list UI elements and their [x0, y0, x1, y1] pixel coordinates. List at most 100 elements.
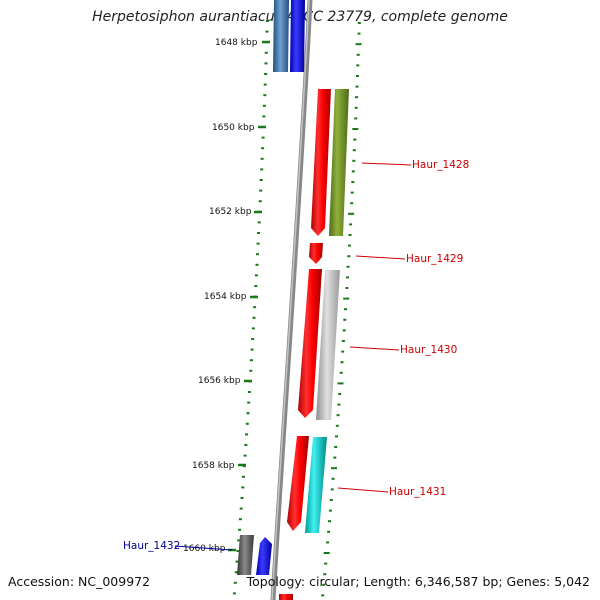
ruler-minor-tick — [238, 518, 242, 521]
ruler-minor-tick — [235, 560, 239, 563]
outer-tick — [321, 594, 325, 597]
ruler-minor-tick — [257, 232, 261, 234]
outer-track — [321, 22, 362, 597]
ruler-minor-tick — [258, 200, 262, 203]
ruler-minor-tick — [238, 528, 242, 531]
ruler-minor-tick — [245, 433, 248, 436]
ruler-minor-tick — [256, 242, 260, 245]
outer-tick — [324, 562, 328, 565]
outer-tick — [355, 85, 359, 88]
ruler-minor-tick — [255, 263, 259, 266]
gene-feature-steel[interactable] — [273, 0, 289, 72]
genome-backbone — [270, 0, 313, 600]
ruler-minor-tick — [247, 391, 251, 393]
ruler-minor-tick — [246, 412, 250, 415]
ruler-minor-tick — [263, 83, 267, 86]
outer-tick — [343, 318, 347, 321]
genome-backbone-highlight — [271, 0, 310, 600]
ruler-minor-tick — [256, 253, 259, 256]
outer-tick — [343, 297, 350, 300]
outer-tick — [335, 435, 338, 438]
ruler-tick-label: 1654 kbp — [204, 292, 247, 302]
outer-tick — [351, 181, 355, 183]
ruler-minor-tick — [244, 444, 248, 446]
outer-tick — [334, 446, 338, 448]
ruler-minor-tick — [251, 338, 255, 340]
ruler-minor-tick — [232, 592, 236, 595]
outer-tick — [350, 191, 354, 194]
gene-feature-dark[interactable] — [237, 535, 254, 575]
outer-tick — [354, 106, 358, 109]
ruler-minor-tick — [237, 539, 241, 542]
outer-tick — [357, 22, 361, 24]
ruler-minor-tick — [250, 348, 254, 351]
gene-feature-haur-1430[interactable] — [298, 269, 322, 418]
outer-tick — [323, 552, 330, 554]
gene-labels: Haur_1428 Haur_1429 Haur_1430 Haur_1431 … — [123, 159, 469, 552]
ruler-minor-tick — [233, 581, 237, 584]
gene-label-haur-1431[interactable]: Haur_1431 — [389, 486, 446, 498]
outer-tick — [355, 75, 359, 77]
outer-tick — [330, 488, 334, 491]
ruler-minor-tick — [259, 189, 263, 192]
outer-tick — [346, 276, 349, 279]
ruler-minor-tick — [252, 316, 256, 319]
outer-tick — [322, 583, 326, 586]
outer-tick — [348, 212, 355, 215]
outer-tick — [338, 393, 342, 395]
ruler-minor-tick — [245, 422, 249, 425]
gene-feature-haur-1429[interactable] — [309, 243, 323, 264]
ruler-minor-tick — [254, 285, 258, 287]
outer-tick — [346, 265, 350, 268]
outer-tick — [341, 350, 345, 353]
outer-tick — [352, 149, 356, 152]
accession-text: Accession: NC_009972 — [8, 574, 151, 589]
outer-tick — [345, 287, 349, 289]
ruler-minor-tick — [262, 115, 266, 118]
ruler-tick-label: 1660 kbp — [183, 544, 226, 554]
ruler-minor-tick — [264, 51, 268, 54]
outer-tick — [355, 96, 359, 99]
gene-feature-olive[interactable] — [329, 89, 349, 236]
ruler-tick-label: 1658 kbp — [192, 461, 235, 471]
gene-label-haur-1432[interactable]: Haur_1432 — [123, 540, 180, 552]
gene-feature-haur-1432[interactable] — [256, 537, 272, 575]
ruler-minor-tick — [265, 20, 269, 22]
gene-feature-red-bottom[interactable] — [279, 594, 293, 600]
gene-label-haur-1430[interactable]: Haur_1430 — [400, 344, 457, 356]
outer-tick — [337, 403, 341, 406]
outer-tick — [356, 64, 360, 67]
outer-tick — [331, 477, 335, 480]
ruler-minor-tick — [254, 274, 258, 277]
ruler-tick-label: 1648 kbp — [215, 38, 258, 48]
gene-feature-blue[interactable] — [290, 0, 305, 72]
gene-label-haur-1429[interactable]: Haur_1429 — [406, 253, 463, 265]
outer-tick — [327, 530, 331, 533]
outer-tick — [341, 340, 345, 342]
ruler-minor-tick — [253, 306, 257, 309]
ruler-minor-tick — [261, 136, 265, 139]
ruler-minor-tick — [243, 454, 247, 457]
ruler-minor-tick — [234, 571, 238, 574]
outer-tick — [339, 371, 343, 374]
outer-tick — [355, 43, 362, 46]
gene-feature-haur-1428[interactable] — [311, 89, 331, 236]
outer-tick — [350, 202, 354, 205]
genome-summary-text: Topology: circular; Length: 6,346,587 bp… — [246, 574, 590, 589]
ruler-minor-tick — [257, 221, 261, 224]
outer-tick — [357, 32, 361, 35]
gene-label-haur-1428[interactable]: Haur_1428 — [412, 159, 469, 171]
ruler-tick-label: 1656 kbp — [198, 376, 241, 386]
outer-tick — [336, 414, 340, 417]
gene-feature-haur-1431[interactable] — [287, 436, 309, 531]
outer-tick — [329, 499, 333, 501]
outer-tick — [352, 159, 356, 162]
ruler-minor-tick — [242, 475, 245, 478]
outer-tick — [348, 234, 352, 236]
ruler-minor-tick — [265, 30, 269, 33]
gene-feature-gray[interactable] — [316, 270, 340, 420]
outer-tick — [353, 138, 357, 141]
gene-feature-cyan[interactable] — [305, 437, 327, 533]
